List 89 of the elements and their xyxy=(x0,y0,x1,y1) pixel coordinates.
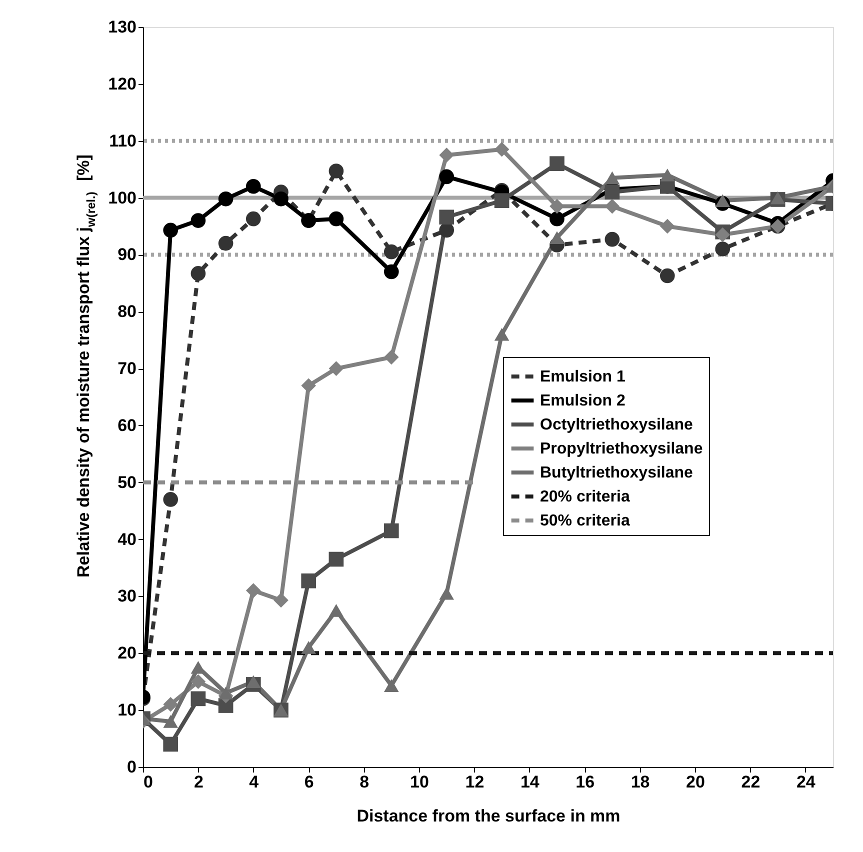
point xyxy=(604,184,620,200)
legend-label: Propyltriethoxysilane xyxy=(540,440,703,458)
x-tick-label: 4 xyxy=(249,772,260,792)
point xyxy=(163,492,178,507)
y-tick-label: 70 xyxy=(118,359,136,378)
legend-label: Emulsion 2 xyxy=(540,392,626,410)
legend-label: 20% criteria xyxy=(540,488,630,506)
point xyxy=(604,198,620,214)
point xyxy=(190,266,206,281)
y-tick-label: 50 xyxy=(118,472,136,492)
y-axis-title: Relative density of moisture transport flux jw(rel.) [%] xyxy=(74,154,98,578)
x-tick-label: 10 xyxy=(410,772,429,792)
point xyxy=(494,328,510,341)
point xyxy=(439,210,454,225)
point xyxy=(384,350,399,365)
point xyxy=(328,211,344,226)
x-tick-label: 18 xyxy=(630,772,650,792)
x-axis-title: Distance from the surface in mm xyxy=(356,806,620,826)
point xyxy=(604,171,620,184)
point xyxy=(384,244,399,260)
point xyxy=(218,236,234,251)
legend-label: Octyltriethoxysilane xyxy=(540,416,694,434)
y-tick-label: 110 xyxy=(109,131,136,150)
point xyxy=(190,691,206,706)
x-tick-label: 22 xyxy=(741,772,760,792)
point xyxy=(550,198,564,214)
point xyxy=(550,211,564,226)
point xyxy=(328,164,344,178)
x-tick-label: 14 xyxy=(520,772,540,792)
x-tick-label: 24 xyxy=(796,772,816,792)
y-tick-label: 80 xyxy=(118,302,136,322)
point xyxy=(439,222,454,238)
y-tick-label: 120 xyxy=(108,74,136,94)
y-tick-label: 30 xyxy=(118,586,136,606)
point xyxy=(246,178,261,194)
point xyxy=(246,675,261,688)
point xyxy=(301,378,316,394)
point xyxy=(384,523,399,538)
x-tick-label: 6 xyxy=(304,772,314,792)
x-tick-label: 16 xyxy=(576,772,595,792)
y-tick-label: 0 xyxy=(127,758,136,776)
point xyxy=(163,736,178,752)
point xyxy=(328,552,344,567)
point xyxy=(550,156,564,172)
legend-label: Emulsion 1 xyxy=(540,368,626,386)
point xyxy=(274,192,288,206)
y-tick-label: 130 xyxy=(108,18,136,36)
point xyxy=(328,361,344,376)
point xyxy=(301,573,316,588)
point xyxy=(274,592,288,608)
point xyxy=(328,604,344,617)
point xyxy=(660,168,675,182)
point xyxy=(218,686,234,700)
point xyxy=(439,148,454,162)
point xyxy=(494,193,510,208)
y-tick-label: 60 xyxy=(118,416,136,435)
point xyxy=(384,679,399,692)
point xyxy=(163,222,178,238)
legend-label: Butyltriethoxysilane xyxy=(540,464,694,482)
point xyxy=(190,213,206,228)
point xyxy=(218,192,234,206)
y-tick-label: 20 xyxy=(118,644,136,663)
point xyxy=(163,715,178,728)
point xyxy=(715,227,730,242)
x-tick-label: 12 xyxy=(465,772,484,792)
point xyxy=(550,231,564,244)
point xyxy=(439,586,454,600)
point xyxy=(246,583,261,598)
x-tick-label: 8 xyxy=(360,772,370,792)
x-tick-label: 20 xyxy=(686,772,705,792)
x-tick-label: 2 xyxy=(194,772,204,792)
point xyxy=(246,211,261,226)
point xyxy=(660,268,675,284)
point xyxy=(604,232,620,247)
y-tick-label: 90 xyxy=(118,245,136,264)
legend-label: 50% criteria xyxy=(540,512,630,530)
point xyxy=(660,218,675,234)
point xyxy=(494,142,510,157)
point xyxy=(384,264,399,280)
y-tick-label: 40 xyxy=(118,530,136,549)
x-tick-label: 0 xyxy=(144,772,153,792)
point xyxy=(163,696,178,712)
point xyxy=(301,641,316,654)
y-tick-label: 10 xyxy=(118,700,136,720)
point xyxy=(439,169,454,184)
point xyxy=(715,194,730,208)
y-tick-label: 100 xyxy=(108,188,136,208)
point xyxy=(715,242,730,256)
point xyxy=(190,674,206,690)
